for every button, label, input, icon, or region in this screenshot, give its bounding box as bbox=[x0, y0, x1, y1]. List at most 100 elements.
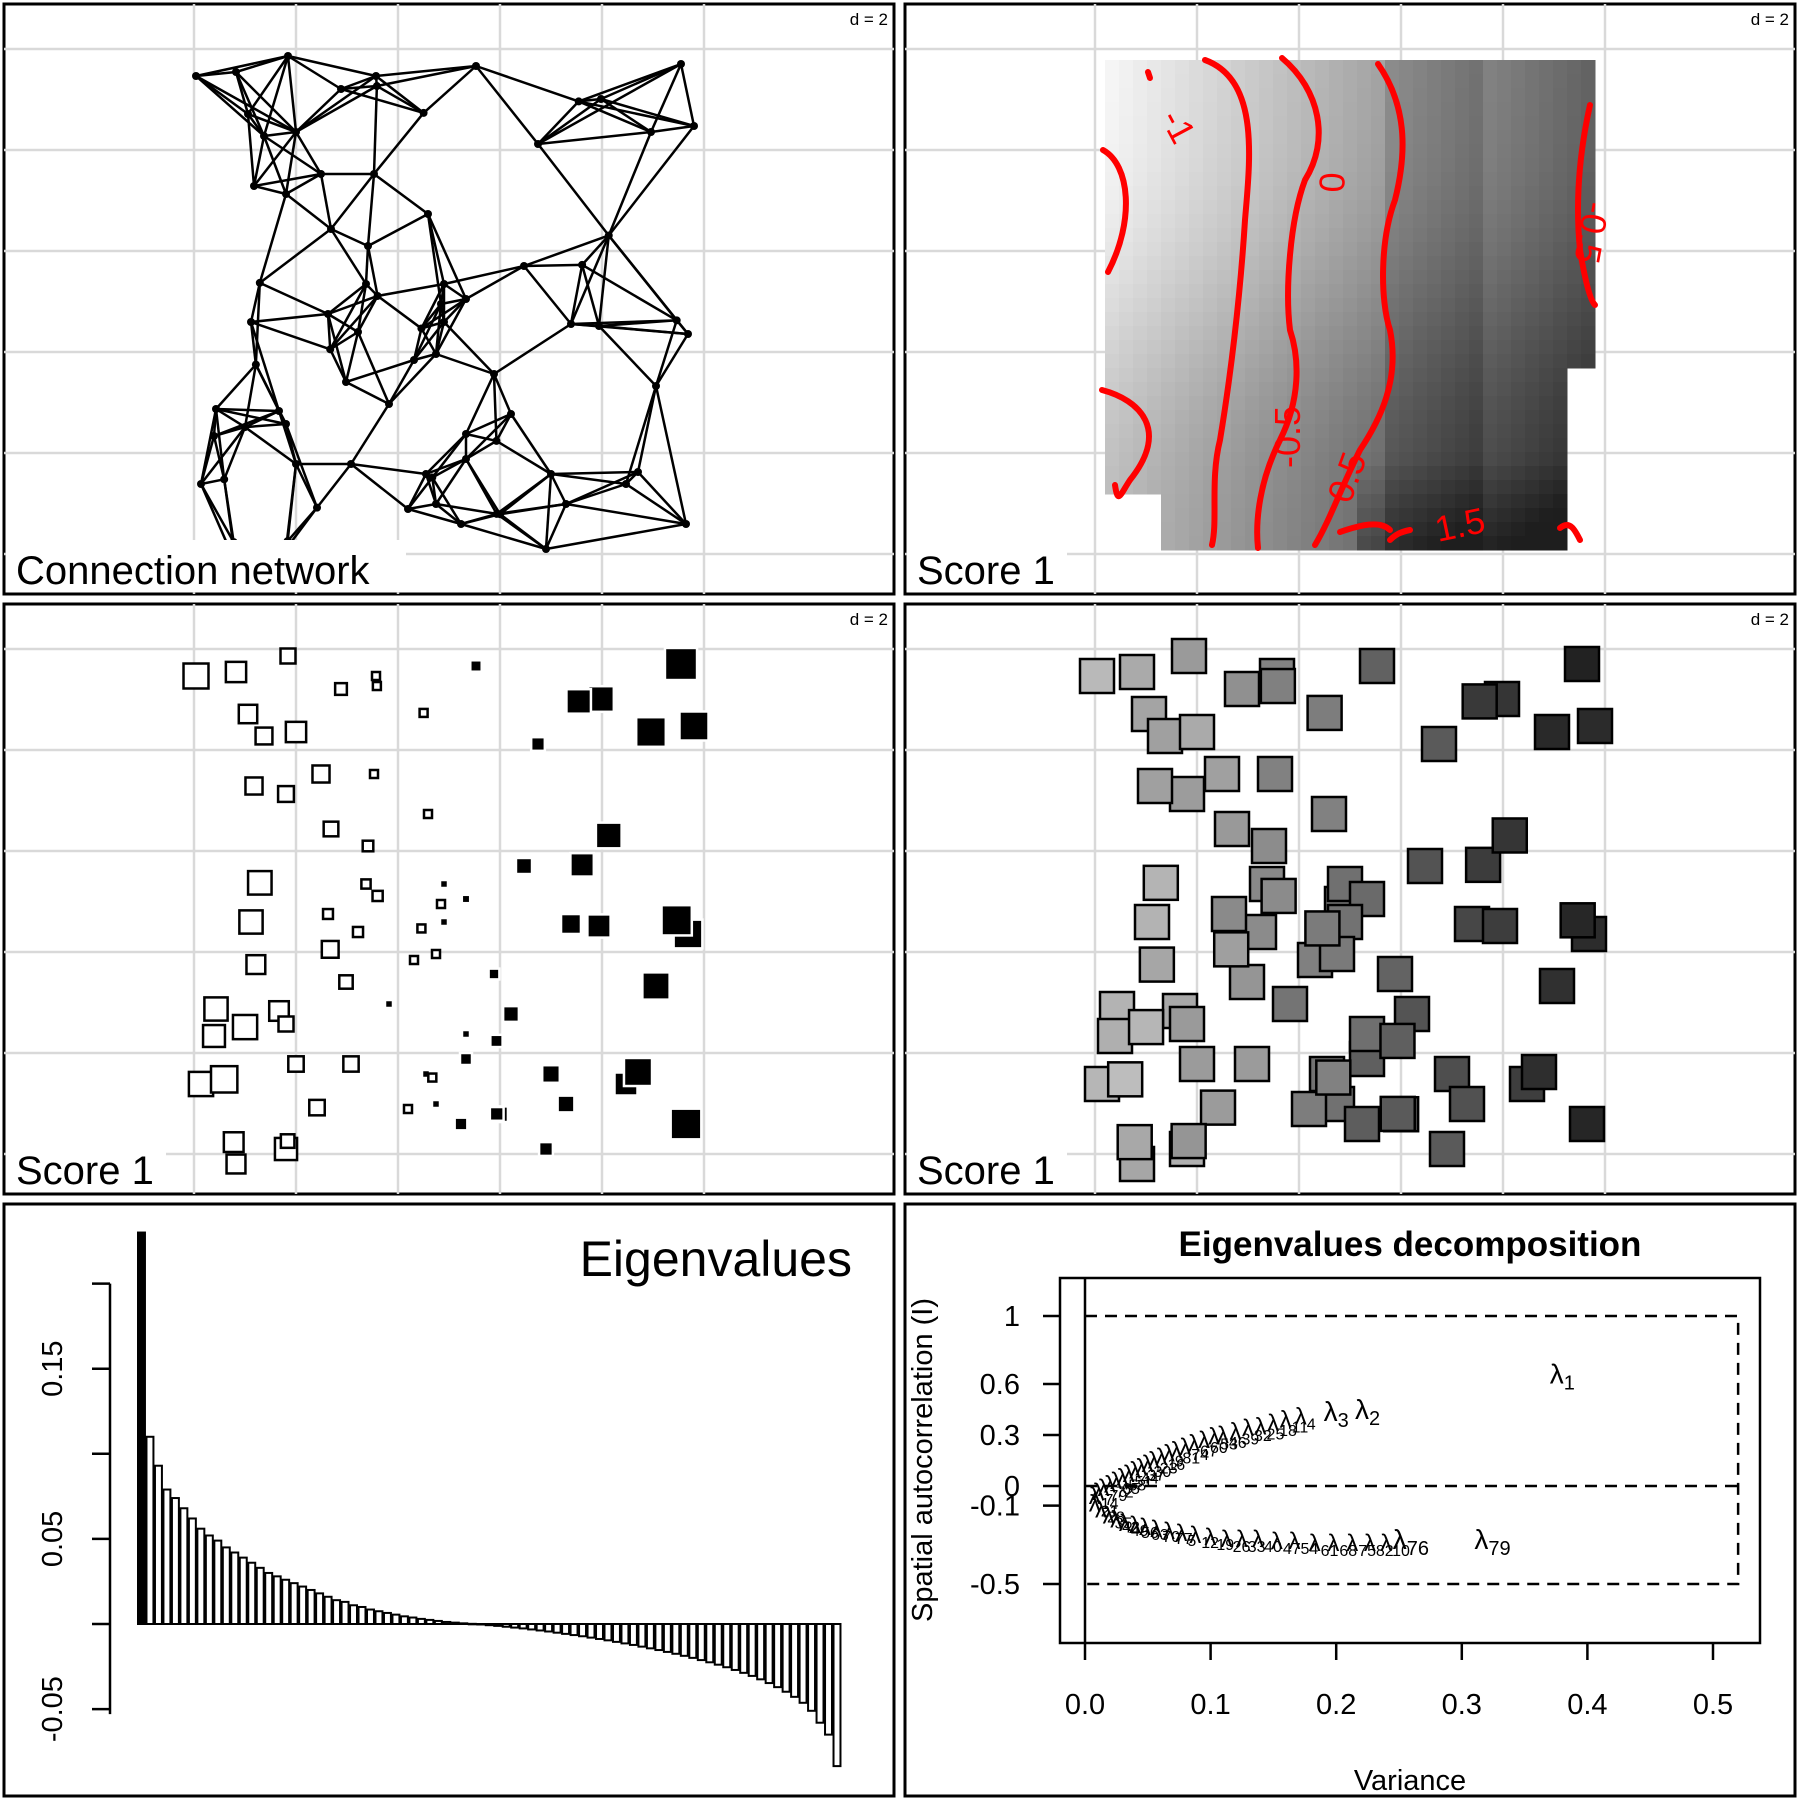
raster-cell bbox=[1539, 200, 1554, 215]
raster-cell bbox=[1413, 284, 1428, 299]
network-node bbox=[275, 407, 283, 415]
raster-cell bbox=[1483, 102, 1498, 117]
network-edge bbox=[368, 174, 374, 246]
panel-label: Score 1 bbox=[917, 1149, 1055, 1193]
raster-cell bbox=[1441, 410, 1456, 425]
raster-cell bbox=[1399, 256, 1414, 271]
raster-cell bbox=[1553, 410, 1568, 425]
panel-connection-network: Connection network d = 2 bbox=[4, 4, 894, 594]
raster-cell bbox=[1175, 74, 1190, 89]
eigenvalue-bar bbox=[308, 1590, 315, 1624]
raster-cell bbox=[1217, 480, 1232, 495]
raster-cell bbox=[1189, 536, 1204, 551]
network-node bbox=[542, 545, 550, 553]
raster-cell bbox=[1427, 284, 1442, 299]
raster-cell bbox=[1287, 116, 1302, 131]
network-node bbox=[197, 480, 205, 488]
raster-cell bbox=[1385, 438, 1400, 453]
raster-cell bbox=[1357, 284, 1372, 299]
raster-cell bbox=[1133, 340, 1148, 355]
eigenvalue-bar bbox=[460, 1623, 467, 1624]
network-edge bbox=[538, 101, 579, 144]
raster-cell bbox=[1399, 242, 1414, 257]
raster-cell bbox=[1259, 536, 1274, 551]
raster-cell bbox=[1539, 508, 1554, 523]
contour-line bbox=[1148, 72, 1150, 78]
raster-cell bbox=[1161, 340, 1176, 355]
network-edge bbox=[251, 314, 328, 322]
raster-cell bbox=[1413, 60, 1428, 75]
eigenvalue-bar bbox=[834, 1624, 841, 1766]
raster-cell bbox=[1175, 298, 1190, 313]
network-edge bbox=[321, 174, 331, 229]
network-edge bbox=[296, 76, 376, 132]
raster-cell bbox=[1497, 480, 1512, 495]
raster-cell bbox=[1161, 228, 1176, 243]
raster-cell bbox=[1357, 312, 1372, 327]
raster-cell bbox=[1259, 382, 1274, 397]
raster-cell bbox=[1371, 200, 1386, 215]
eigenvalue-bar bbox=[723, 1624, 730, 1667]
raster-cell bbox=[1497, 410, 1512, 425]
raster-cell bbox=[1413, 438, 1428, 453]
raster-cell bbox=[1147, 368, 1162, 383]
raster-cell bbox=[1203, 256, 1218, 271]
raster-cell bbox=[1161, 88, 1176, 103]
raster-cell bbox=[1525, 480, 1540, 495]
raster-cell bbox=[1357, 298, 1372, 313]
eigenvalue-bar bbox=[681, 1624, 688, 1656]
raster-cell bbox=[1245, 466, 1260, 481]
raster-cell bbox=[1399, 368, 1414, 383]
score-square bbox=[245, 777, 262, 794]
raster-cell bbox=[1189, 508, 1204, 523]
raster-cell bbox=[1497, 522, 1512, 537]
grey-score-square bbox=[1522, 1055, 1556, 1089]
raster-cell bbox=[1315, 410, 1330, 425]
raster-cell bbox=[1553, 214, 1568, 229]
network-edge bbox=[286, 424, 317, 508]
raster-cell bbox=[1357, 410, 1372, 425]
raster-cell bbox=[1217, 270, 1232, 285]
network-edge bbox=[599, 326, 656, 386]
raster-cell bbox=[1245, 298, 1260, 313]
raster-cell bbox=[1553, 354, 1568, 369]
raster-cell bbox=[1343, 60, 1358, 75]
score-square bbox=[373, 891, 383, 901]
network-node bbox=[324, 310, 332, 318]
raster-cell bbox=[1133, 214, 1148, 229]
network-edge bbox=[609, 235, 677, 320]
raster-cell bbox=[1105, 452, 1120, 467]
raster-cell bbox=[1357, 536, 1372, 551]
raster-cell bbox=[1469, 144, 1484, 159]
raster-cell bbox=[1525, 508, 1540, 523]
raster-cell bbox=[1511, 102, 1526, 117]
network-node bbox=[595, 322, 603, 330]
raster-cell bbox=[1567, 74, 1582, 89]
raster-cell bbox=[1511, 200, 1526, 215]
network-edge bbox=[494, 374, 511, 414]
network-edge bbox=[288, 56, 376, 76]
raster-cell bbox=[1567, 60, 1582, 75]
raster-cell bbox=[1539, 116, 1554, 131]
raster-cell bbox=[1315, 354, 1330, 369]
network-node bbox=[520, 262, 528, 270]
score-square bbox=[227, 1155, 246, 1174]
eigenvalue-bar bbox=[418, 1619, 425, 1624]
raster-cell bbox=[1539, 438, 1554, 453]
raster-cell bbox=[1189, 284, 1204, 299]
raster-cell bbox=[1343, 144, 1358, 159]
raster-cell bbox=[1511, 74, 1526, 89]
raster-cell bbox=[1329, 158, 1344, 173]
raster-cell bbox=[1539, 60, 1554, 75]
raster-cell bbox=[1399, 410, 1414, 425]
raster-cell bbox=[1553, 494, 1568, 509]
raster-cell bbox=[1413, 298, 1428, 313]
raster-cell bbox=[1441, 88, 1456, 103]
network-edge bbox=[358, 332, 389, 404]
grey-score-square bbox=[1292, 1092, 1326, 1126]
raster-cell bbox=[1231, 172, 1246, 187]
raster-cell bbox=[1427, 144, 1442, 159]
raster-cell bbox=[1441, 158, 1456, 173]
raster-cell bbox=[1497, 172, 1512, 187]
scale-label: d = 2 bbox=[1751, 610, 1789, 629]
